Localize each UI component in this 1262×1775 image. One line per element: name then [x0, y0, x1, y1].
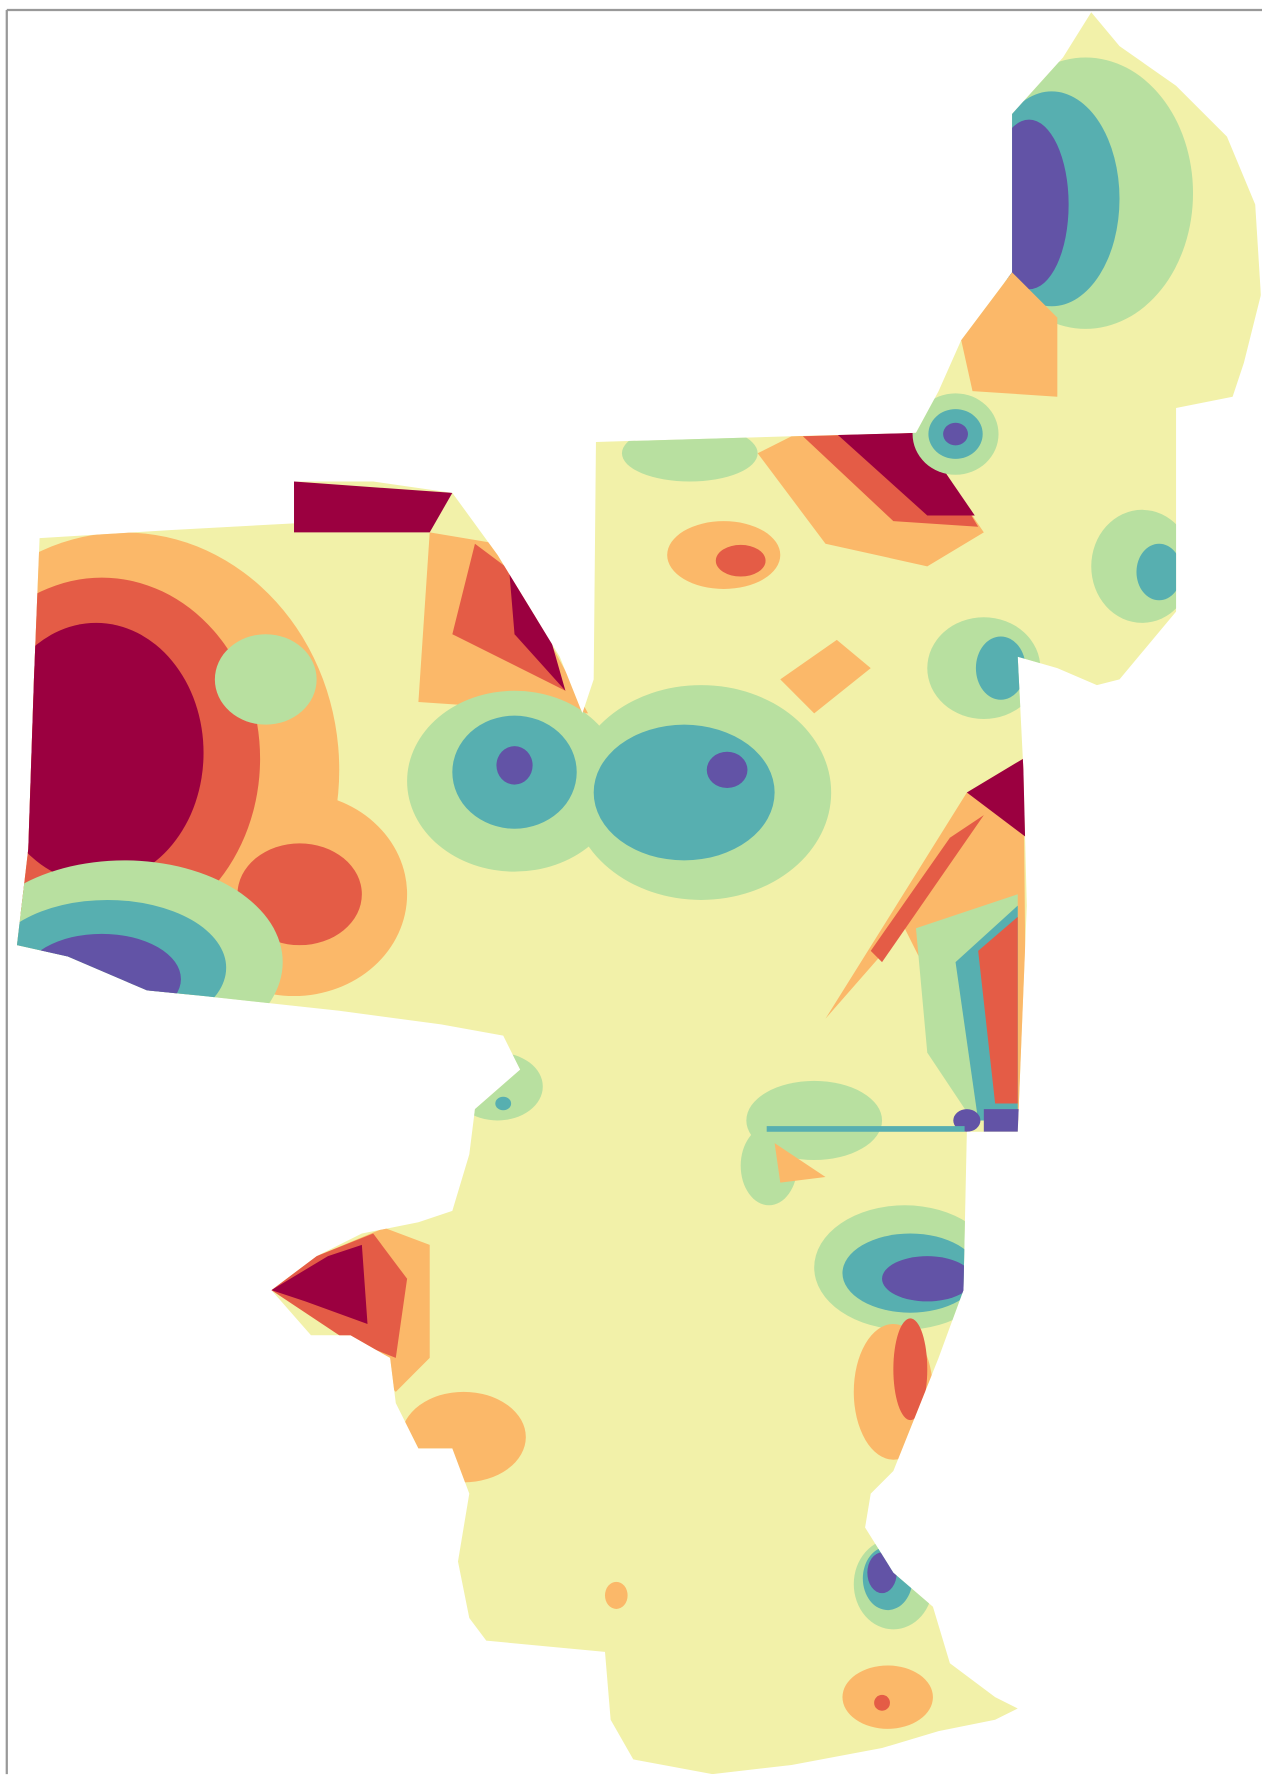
zone: [978, 916, 1018, 1104]
zone: [961, 272, 1058, 397]
zone: [983, 1109, 1030, 1132]
zone: [16, 622, 204, 883]
zone: [715, 544, 766, 577]
zone: [604, 1581, 628, 1609]
zone: [893, 1318, 928, 1421]
zone: [621, 424, 758, 482]
zone: [294, 481, 453, 533]
zone: [495, 1096, 512, 1111]
zone: [966, 758, 1027, 838]
zone: [975, 636, 1026, 700]
zone: [874, 1694, 890, 1711]
zone: [706, 751, 748, 788]
zone: [401, 1391, 526, 1483]
zone: [989, 119, 1069, 290]
zone: [766, 1126, 965, 1132]
zone: [496, 746, 533, 785]
zone: [774, 1143, 826, 1183]
zone: [943, 422, 968, 446]
zone: [22, 933, 181, 1025]
zone: [214, 634, 317, 725]
zone: [780, 639, 871, 714]
zone: [870, 815, 984, 963]
zone: [237, 843, 362, 946]
zone: [508, 566, 566, 691]
zone: [842, 1665, 933, 1729]
zone: [867, 1552, 897, 1594]
zone: [593, 724, 775, 861]
zone: [836, 432, 975, 516]
zone: [452, 1052, 543, 1121]
zone: [271, 1244, 368, 1324]
zone: [1136, 543, 1182, 601]
zone: [882, 1256, 973, 1302]
zone: [740, 1126, 798, 1206]
